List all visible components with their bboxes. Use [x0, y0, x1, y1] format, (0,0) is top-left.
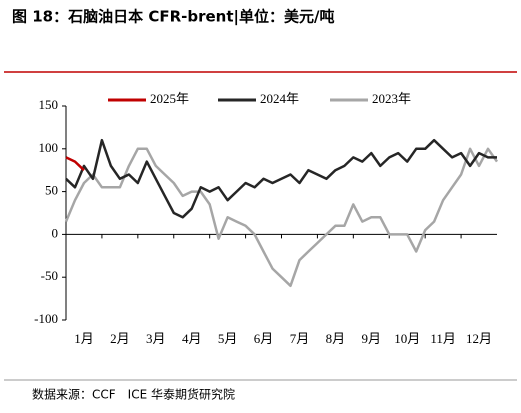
y-tick-label: 50: [45, 183, 58, 198]
x-tick-label: 1月: [74, 331, 94, 346]
x-tick-label: 9月: [362, 331, 382, 346]
x-tick-label: 7月: [290, 331, 310, 346]
legend-label: 2025年: [150, 91, 189, 106]
legend-label: 2024年: [260, 91, 299, 106]
x-tick-label: 2月: [110, 331, 130, 346]
x-tick-label: 11月: [430, 331, 456, 346]
y-tick-label: -100: [34, 311, 58, 326]
series-line: [64, 147, 499, 288]
y-tick-label: -50: [41, 268, 58, 283]
source-note: 数据来源：CCF ICE 华泰期货研究院: [32, 387, 235, 402]
x-tick-label: 5月: [218, 331, 238, 346]
y-tick-label: 150: [39, 97, 59, 112]
x-tick-label: 10月: [394, 331, 420, 346]
x-tick-label: 8月: [326, 331, 346, 346]
series-line: [65, 156, 85, 172]
y-tick-label: 0: [52, 225, 59, 240]
x-tick-label: 4月: [182, 331, 202, 346]
chart-title: 图 18：石脑油日本 CFR-brent|单位：美元/吨: [12, 8, 334, 27]
series-line: [65, 138, 497, 219]
legend-label: 2023年: [372, 91, 411, 106]
x-tick-label: 6月: [254, 331, 274, 346]
y-tick-label: 100: [39, 140, 59, 155]
x-tick-label: 12月: [466, 331, 492, 346]
x-tick-label: 3月: [146, 331, 166, 346]
